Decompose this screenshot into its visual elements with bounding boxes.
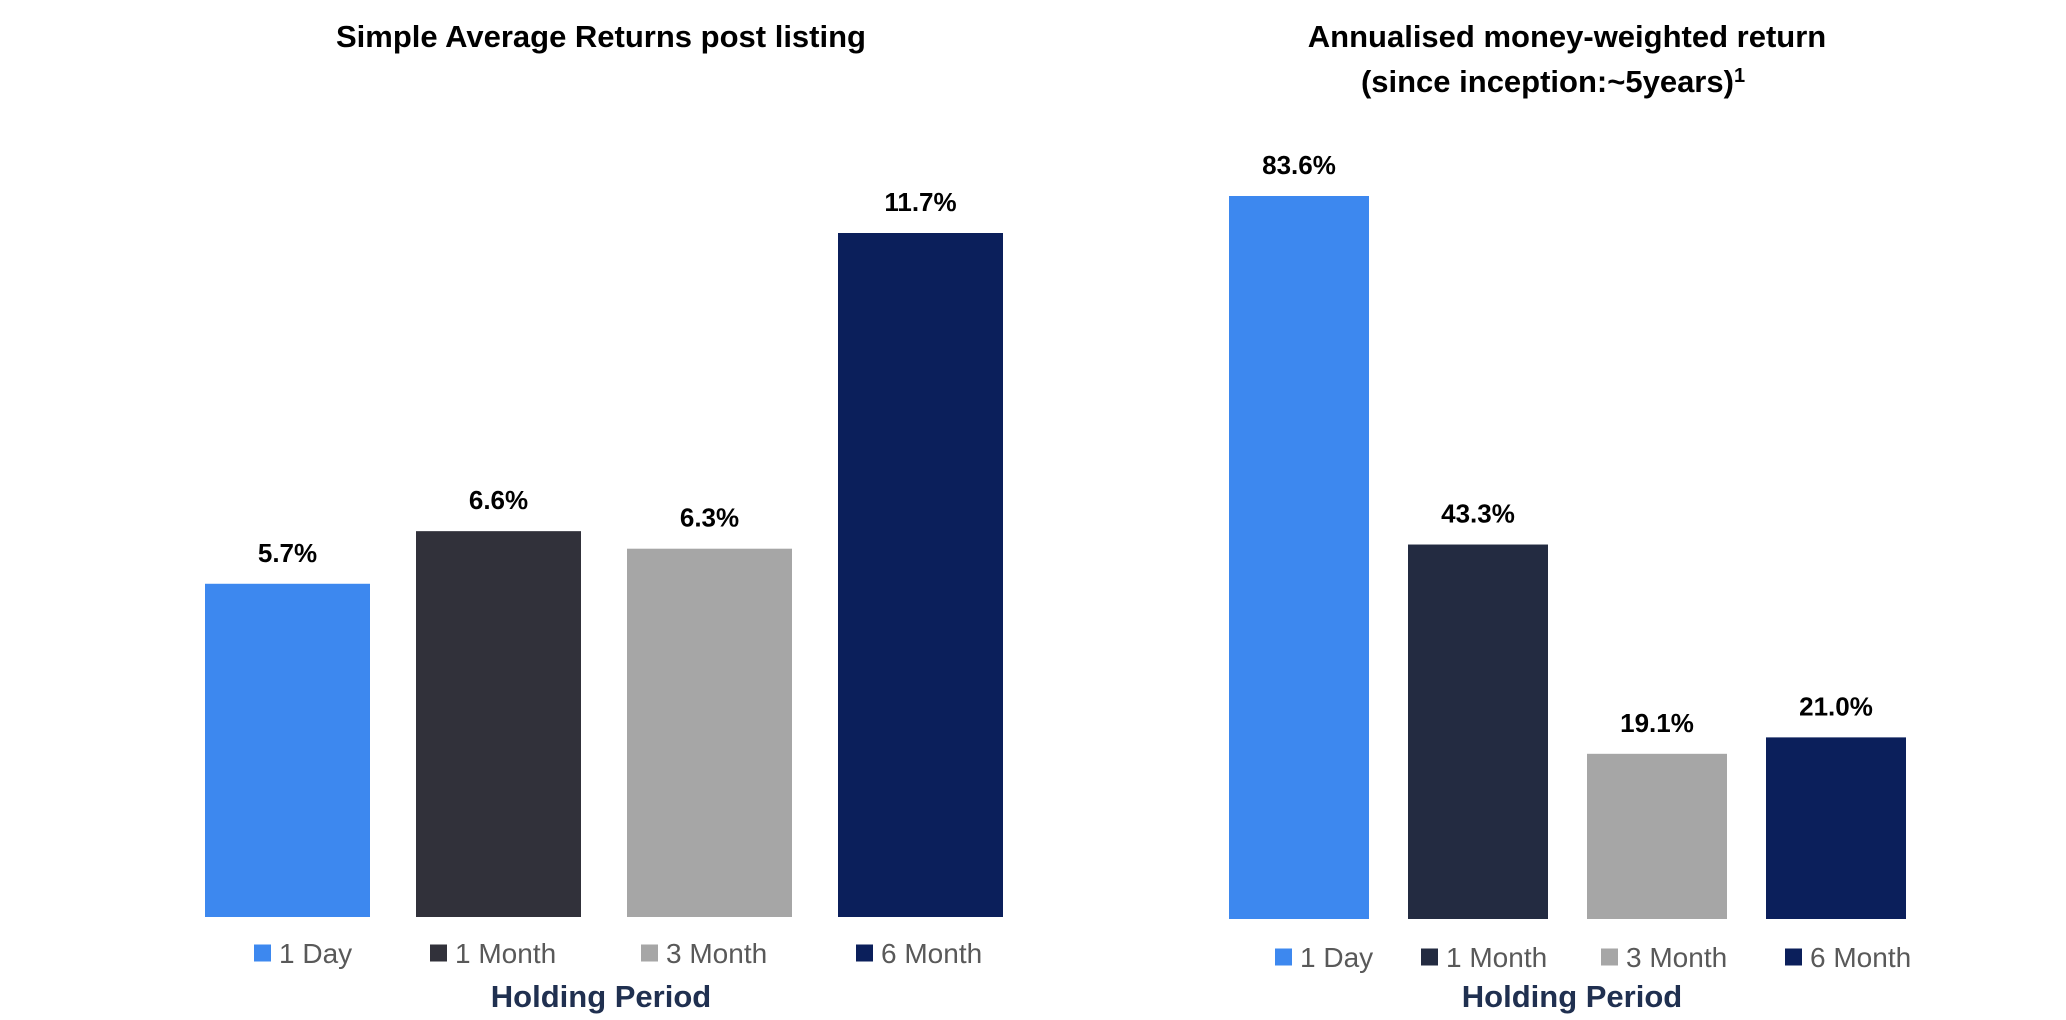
legend-label: 1 Day	[1300, 942, 1373, 973]
legend-label: 3 Month	[1626, 942, 1727, 973]
value-label-6-month: 11.7%	[884, 187, 956, 217]
bar-3-month	[627, 548, 792, 917]
legend-swatch	[641, 944, 658, 962]
bar-6-month	[838, 233, 1003, 917]
legend-item-3-month: 3 Month	[1601, 942, 1727, 973]
legend-item-1-month: 1 Month	[430, 938, 556, 969]
legend-item-1-month: 1 Month	[1421, 942, 1547, 973]
bar-1-day	[205, 583, 370, 917]
value-labels: 5.7% 6.6% 6.3% 11.7%	[258, 187, 957, 568]
value-label-3-month: 19.1%	[1620, 708, 1694, 738]
x-axis-title: Holding Period	[1462, 979, 1682, 1014]
legend-swatch	[1275, 948, 1292, 966]
legend-label: 1 Month	[455, 938, 556, 969]
legend-label: 1 Day	[279, 938, 352, 969]
value-label-1-month: 43.3%	[1441, 499, 1515, 529]
legend-swatch	[430, 944, 447, 962]
chart-annualised-money-weighted-return: Annualised money-weighted return (since …	[1229, 19, 1911, 1014]
legend-item-6-month: 6 Month	[856, 938, 982, 969]
bar-3-month	[1587, 753, 1727, 919]
bars	[1229, 196, 1906, 919]
chart-title-superscript: 1	[1734, 65, 1745, 87]
chart-title-line2-text: (since inception:~5years)	[1361, 64, 1734, 99]
chart-title-line2: (since inception:~5years)1	[1361, 64, 1745, 99]
legend-swatch	[1601, 948, 1618, 966]
legend-swatch	[856, 944, 873, 962]
legend-label: 6 Month	[1810, 942, 1911, 973]
legend-label: 1 Month	[1446, 942, 1547, 973]
legend: 1 Day 1 Month 3 Month 6 Month	[1275, 942, 1911, 973]
legend: 1 Day 1 Month 3 Month 6 Month	[254, 938, 982, 969]
legend-item-6-month: 6 Month	[1785, 942, 1911, 973]
chart-title: Annualised money-weighted return	[1308, 19, 1826, 54]
legend-label: 3 Month	[666, 938, 767, 969]
value-label-1-month: 6.6%	[469, 485, 528, 515]
bars	[205, 233, 1003, 917]
legend-swatch	[1785, 948, 1802, 966]
legend-item-3-month: 3 Month	[641, 938, 767, 969]
value-label-1-day: 5.7%	[258, 538, 317, 568]
legend-item-1-day: 1 Day	[1275, 942, 1373, 973]
legend-label: 6 Month	[881, 938, 982, 969]
value-labels: 83.6% 43.3% 19.1% 21.0%	[1262, 150, 1873, 738]
bar-1-day	[1229, 196, 1369, 919]
value-label-6-month: 21.0%	[1799, 691, 1873, 721]
legend-item-1-day: 1 Day	[254, 938, 352, 969]
bar-1-month	[416, 531, 581, 917]
legend-swatch	[1421, 948, 1438, 966]
bar-1-month	[1408, 544, 1548, 919]
bar-6-month	[1766, 737, 1906, 919]
x-axis-title: Holding Period	[491, 979, 711, 1014]
legend-swatch	[254, 944, 271, 962]
value-label-1-day: 83.6%	[1262, 150, 1336, 180]
value-label-3-month: 6.3%	[680, 503, 739, 533]
chart-title: Simple Average Returns post listing	[336, 19, 866, 54]
chart-simple-average-returns: Simple Average Returns post listing 5.7%…	[205, 19, 1003, 1014]
